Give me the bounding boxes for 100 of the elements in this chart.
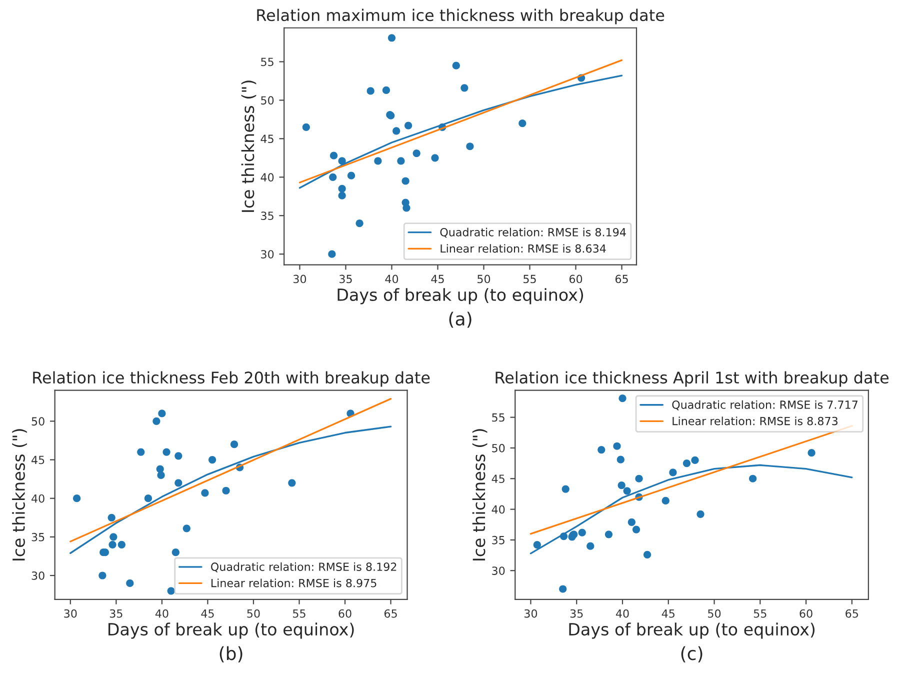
point [662,496,670,504]
point [108,514,116,522]
point [749,474,757,482]
chart-title: Relation maximum ice thickness with breakup date [257,8,664,24]
point [431,154,439,162]
x-tick-label: 30 [524,609,538,618]
point [330,152,338,160]
y-axis-title: Ice thickness (") [472,429,488,560]
point [158,410,166,418]
point [356,220,364,228]
legend-label: Quadratic relation: RMSE is 8.194 [440,228,626,238]
point [618,394,626,402]
x-tick-label: 45 [431,274,444,284]
legend-label: Linear relation: RMSE is 8.873 [672,416,838,426]
point [562,485,570,493]
point [302,123,310,131]
point [108,540,116,548]
x-tick-label: 55 [293,609,306,618]
text: (c) [681,646,702,662]
point [682,459,691,468]
point [172,548,180,556]
legend-label: Quadratic relation: RMSE is 7.717 [672,400,858,410]
x-tick-label: 50 [478,274,490,284]
x-tick-label: 40 [155,609,168,618]
point [613,442,621,450]
point [392,127,400,135]
y-tick-label: 40 [492,505,505,514]
point [628,518,636,526]
point [533,541,541,549]
y-tick-label: 30 [261,250,274,258]
point [643,550,652,558]
x-tick-label: 60 [800,609,812,618]
point [347,172,356,180]
x-tick-label: 55 [754,609,766,618]
chart-title: Relation ice thickness April 1st with breakup date [496,371,889,387]
point [388,34,396,42]
point [669,468,677,476]
x-tick-label: 30 [294,274,306,284]
x-axis-title: Days of break up (to equinox) [108,622,354,639]
y-tick-label: 35 [261,212,274,220]
point [402,204,410,212]
point [338,192,346,200]
point [578,528,586,536]
point [201,489,209,497]
x-tick-label: 45 [201,609,214,618]
point [616,456,624,464]
y-tick-label: 55 [492,413,504,422]
point [632,526,640,534]
point [696,510,704,518]
y-tick-label: 35 [32,532,44,542]
y-axis-title: Ice thickness (") [241,80,256,212]
text: (b) [220,646,242,662]
point [98,572,106,580]
point [118,540,126,548]
point [618,482,626,490]
point [126,579,134,588]
x-tick-label: 55 [524,274,536,284]
point [691,456,699,464]
point [404,122,412,130]
x-tick-label: 60 [338,609,352,618]
point [328,250,336,258]
y-tick-label: 50 [261,96,274,105]
line-series [70,426,392,554]
point [586,542,594,550]
y-tick-label: 30 [492,566,505,575]
line-series [530,464,853,554]
point [162,448,170,456]
x-tick-label: 65 [384,609,397,618]
point [382,86,390,94]
x-tick-label: 35 [570,609,583,618]
point [329,173,337,181]
x-tick-label: 60 [569,274,582,284]
x-tick-label: 65 [846,609,858,618]
y-tick-label: 40 [32,494,44,503]
text: (a) [449,312,472,328]
point [230,440,238,448]
point [338,157,346,165]
y-tick-label: 45 [260,134,274,144]
x-tick-label: 50 [708,609,721,618]
line-series [298,74,623,189]
point [338,184,346,192]
x-tick-label: 35 [340,274,352,284]
point [222,486,230,494]
x-axis-title: Days of break up (to equinox) [338,288,584,304]
point [137,448,145,456]
point [374,157,382,165]
x-tick-label: 50 [247,609,260,618]
x-tick-label: 40 [616,609,629,618]
point [152,417,160,425]
chart-title: Relation ice thickness Feb 20th with breakup date [33,371,430,387]
point [157,471,165,479]
legend-label: Linear relation: RMSE is 8.975 [211,578,376,588]
legend-label: Linear relation: RMSE is 8.634 [440,244,606,253]
point [110,533,118,541]
y-tick-label: 50 [492,444,505,452]
point [460,84,468,92]
point [452,62,460,70]
point [402,177,410,185]
y-tick-label: 30 [32,571,44,580]
point [518,119,526,128]
